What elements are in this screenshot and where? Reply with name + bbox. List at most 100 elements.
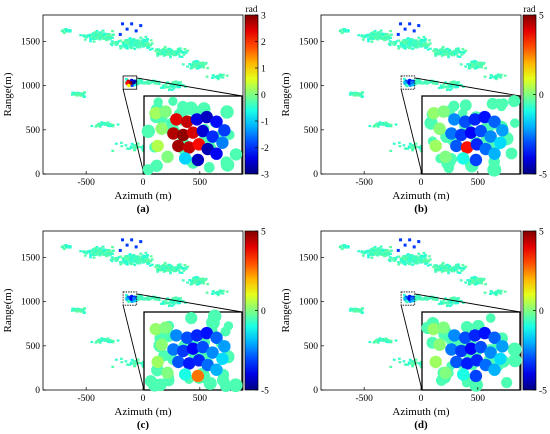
bg-point	[130, 39, 134, 42]
bg-point	[176, 265, 180, 268]
inset-data-point	[170, 113, 183, 126]
bg-point	[192, 60, 196, 63]
bg-point	[394, 123, 398, 126]
bg-point	[104, 32, 108, 36]
bg-point	[439, 302, 443, 305]
bg-point	[461, 267, 464, 270]
bg-point	[126, 263, 129, 266]
bg-point	[406, 147, 409, 151]
bg-point	[85, 36, 88, 39]
bg-point	[412, 45, 416, 48]
bg-point	[439, 86, 443, 89]
bg-point	[372, 33, 376, 36]
bg-point	[165, 86, 168, 89]
bg-point	[373, 124, 377, 127]
bg-point	[132, 42, 136, 45]
bg-point	[189, 283, 193, 286]
inset-data-point	[190, 329, 204, 342]
bg-point	[378, 123, 382, 126]
bg-point	[195, 283, 199, 286]
bg-point	[446, 87, 450, 90]
bg-point	[132, 38, 136, 41]
bg-point	[98, 124, 102, 127]
bg-point	[82, 34, 86, 37]
bg-point	[408, 43, 412, 47]
bg-point	[454, 263, 458, 266]
bg-point	[402, 360, 406, 363]
bg-point	[168, 88, 171, 92]
bg-point	[170, 268, 174, 271]
bg-point	[484, 283, 488, 286]
bg-point	[388, 40, 392, 43]
bg-point	[427, 43, 431, 47]
bg-point	[376, 247, 380, 251]
bg-point	[169, 56, 172, 59]
bg-point	[168, 304, 171, 308]
bg-point	[373, 245, 377, 249]
bg-point	[361, 91, 364, 94]
inset-data-point	[439, 150, 452, 164]
bg-point	[102, 37, 106, 41]
bg-point	[216, 78, 220, 81]
bg-point	[192, 62, 196, 65]
inset-data-point	[484, 346, 497, 359]
bg-point	[165, 302, 168, 305]
bg-point	[494, 76, 497, 79]
bg-point	[494, 78, 498, 81]
bg-point	[455, 301, 459, 304]
bg-point	[407, 362, 411, 365]
bg-point	[118, 32, 122, 36]
bg-point	[106, 251, 110, 255]
bg-point	[477, 281, 480, 285]
bg-point	[124, 46, 128, 49]
bg-point	[174, 80, 178, 83]
bg-point	[197, 282, 201, 286]
inset-leader-line	[400, 305, 423, 391]
bg-point	[429, 296, 432, 300]
bg-point	[406, 40, 410, 43]
bg-point	[355, 309, 359, 312]
bg-point	[429, 80, 432, 84]
bg-point	[419, 148, 423, 151]
x-axis-label: Azimuth (m)	[392, 190, 449, 202]
bg-point	[397, 255, 401, 258]
bg-point	[408, 358, 412, 361]
bg-point	[339, 246, 343, 249]
bg-point	[422, 251, 426, 255]
data-point	[129, 81, 133, 85]
bg-point	[439, 268, 443, 271]
bg-point	[414, 256, 418, 260]
bg-point	[110, 123, 114, 126]
bg-point	[163, 264, 166, 267]
inset-data-point	[458, 115, 472, 128]
bg-point	[183, 267, 186, 270]
bg-point	[470, 60, 474, 63]
bg-point	[412, 255, 415, 258]
bg-point	[143, 298, 147, 301]
bg-point	[143, 44, 147, 48]
bg-point	[475, 282, 479, 286]
bg-point	[456, 271, 460, 274]
inset-data-point	[177, 128, 190, 142]
bg-point	[130, 46, 133, 49]
bg-point	[160, 265, 164, 268]
bg-point	[65, 29, 68, 32]
bg-point	[443, 302, 446, 305]
bg-point	[441, 261, 445, 265]
bg-point	[417, 240, 421, 244]
bg-point	[198, 278, 202, 282]
x-tick-label: 0	[141, 178, 146, 188]
bg-point	[402, 259, 406, 262]
bg-point	[388, 124, 392, 128]
bg-point	[470, 62, 474, 65]
bg-point	[375, 124, 379, 127]
bg-point	[447, 56, 450, 59]
bg-point	[111, 365, 115, 368]
bg-point	[399, 261, 403, 264]
bg-point	[386, 122, 390, 126]
bg-point	[110, 259, 114, 263]
x-tick-label: -500	[77, 394, 95, 404]
y-tick-label: 0	[313, 386, 318, 396]
bg-point	[95, 340, 99, 343]
bg-point	[417, 24, 421, 28]
